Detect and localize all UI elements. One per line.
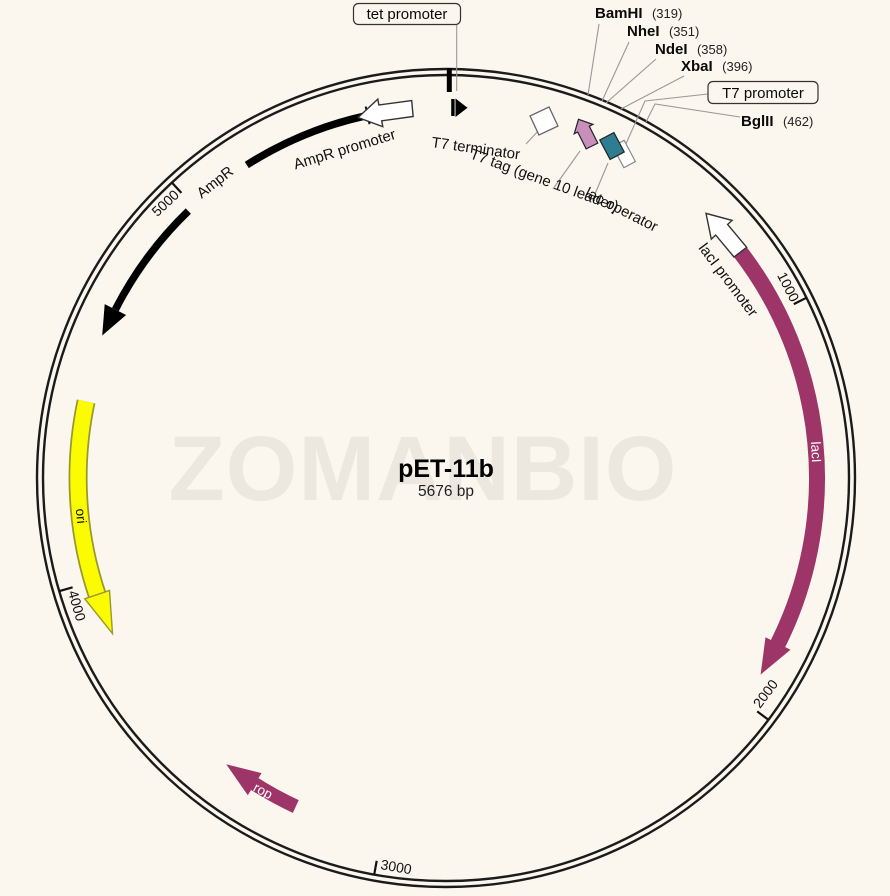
ampr-promoter-arrow [356, 97, 414, 128]
leader-t7-terminator [525, 129, 540, 145]
site-label-xbai: XbaI (396) [681, 58, 753, 75]
site-label-bamhi: BamHI (319) [595, 5, 682, 22]
feature-lac-operator [598, 131, 626, 161]
t7-terminator-marker [529, 106, 559, 136]
feature-ori: ori [68, 399, 114, 636]
laci-arrowhead [760, 637, 791, 675]
feature-t7-terminator [529, 106, 559, 136]
tick-5000 [171, 181, 183, 194]
leader-ndei [605, 58, 657, 104]
plasmid-name: pET-11b [398, 455, 494, 483]
ori-label: ori [73, 508, 89, 525]
scale-ticks [58, 181, 807, 875]
t7-tag-marker-arrow [573, 118, 599, 150]
leader-lac-operator [594, 162, 609, 195]
feature-laci: lacI [732, 244, 826, 675]
watermark-text: ZOMANBIO [169, 418, 678, 520]
ori-band [70, 399, 105, 598]
site-label-nhei: NheI (351) [627, 23, 699, 40]
tet-promoter-tick [446, 68, 452, 92]
restriction-site-labels: BamHI (319) NheI (351) NdeI (358) XbaI (… [595, 5, 813, 130]
plasmid-title: pET-11b 5676 bp [398, 455, 494, 500]
leader-t7-tag [552, 150, 581, 190]
site-label-ndei: NdeI (358) [655, 41, 727, 58]
leader-nhei [601, 41, 630, 102]
site-label-bglii: BglII (462) [741, 113, 813, 130]
tick-2000 [756, 710, 770, 721]
laci-promoter-arrow [705, 212, 748, 258]
plasmid-size: 5676 bp [418, 483, 474, 500]
ampr-arrowhead [102, 304, 127, 336]
tick-4000 [58, 586, 73, 593]
leader-bamhi [587, 23, 600, 96]
ori-arrowhead [83, 589, 114, 636]
tet-promoter-label: tet promoter [367, 6, 448, 23]
backbone-outer-ring [35, 67, 857, 889]
ampr-arc-1 [244, 112, 367, 169]
tick-1000 [793, 296, 807, 306]
lac-operator-marker [598, 131, 626, 161]
rop-arrowhead [226, 764, 262, 796]
t7-promoter-label: T7 promoter [722, 85, 804, 102]
tet-promoter-arrow-stem [451, 99, 455, 116]
tet-promoter-label-box [352, 2, 462, 26]
laci-label: lacI [808, 441, 824, 463]
ampr-arc-2 [112, 208, 191, 312]
laci-band [732, 244, 826, 651]
leader-t7-promoter [624, 93, 709, 147]
feature-tet-promoter [446, 68, 468, 117]
plasmid-backbone [35, 67, 857, 889]
leader-bglii [645, 103, 741, 123]
tet-promoter-boxed-label: tet promoter [352, 2, 462, 26]
tet-promoter-arrowhead [455, 98, 468, 117]
backbone-inner-ring [41, 73, 851, 883]
t7-promoter-boxed-label: T7 promoter [707, 80, 819, 105]
tick-label-3000: 3000 [379, 856, 413, 877]
tick-3000 [373, 860, 378, 875]
label-leader-lines [456, 23, 741, 195]
t7-promoter-label-box [707, 80, 819, 105]
leader-xbai [620, 75, 685, 110]
